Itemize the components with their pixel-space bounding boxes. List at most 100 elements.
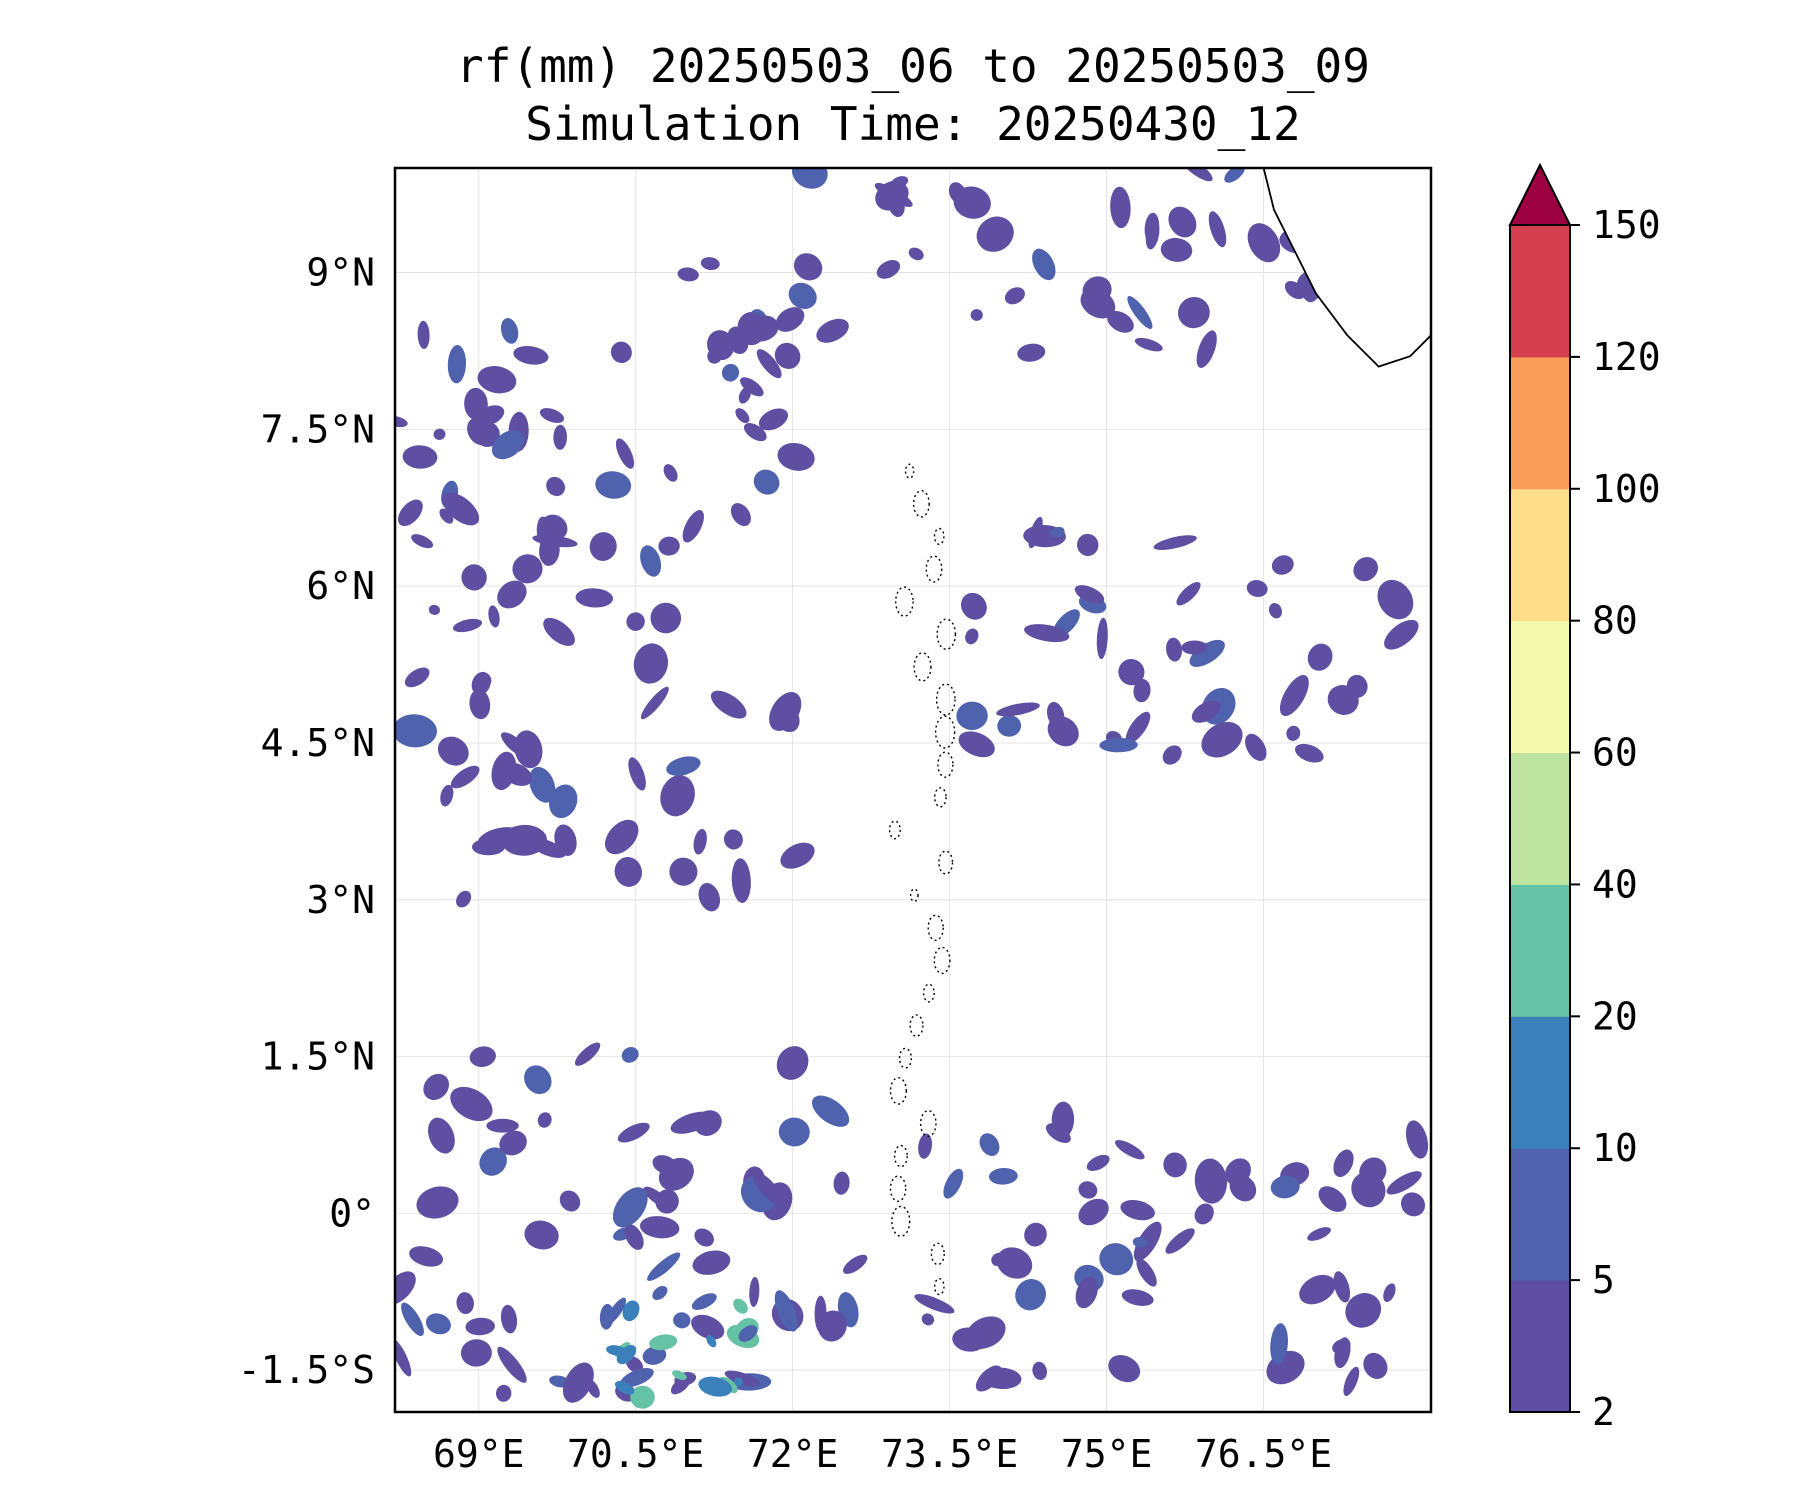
rain-cell [395,714,437,748]
rain-cell [1181,640,1208,655]
rain-cell [471,838,505,856]
colorbar-segment-1 [1510,1148,1570,1281]
rain-cell [965,628,979,645]
rain-cell [404,667,430,688]
atoll-outline [889,1175,907,1202]
rain-cell [1136,1258,1157,1287]
atoll-outline [909,888,919,903]
rain-cell [416,1186,459,1219]
rain-cell [456,1292,474,1315]
rain-cell [731,858,751,903]
rain-cell [461,564,487,591]
rain-cell [672,1370,687,1380]
rain-cell [707,348,723,364]
rain-cell [888,193,905,217]
rain-cell [622,1300,640,1322]
y-tick-label-4: 3°N [306,878,375,922]
land-mask [1263,168,1431,367]
colorbar-label-4: 40 [1592,862,1638,906]
rain-cell [772,701,800,733]
atoll-outline [904,463,915,479]
rain-cell [1050,526,1065,538]
rain-cell [614,856,642,887]
rain-cell [793,253,823,281]
rain-region-west-cluster [395,312,815,912]
rain-cell [1333,1149,1354,1178]
rain-cell [500,732,532,759]
rain-cell [417,320,430,349]
coastline [1262,168,1431,368]
rain-cell [1333,1271,1351,1303]
colorbar-label-3: 20 [1592,994,1638,1038]
rain-cell [604,819,639,855]
rain-cell [643,1186,670,1208]
rain-cell [497,1346,527,1383]
rain-cell [749,1276,760,1307]
rain-cell [1028,516,1043,549]
rainfall-contours [395,168,1429,1409]
rain-cell [1108,1355,1141,1383]
rain-cell [988,1167,1018,1185]
rain-cell [524,1065,552,1095]
atoll-outline [937,751,954,778]
rain-cell [1279,674,1309,717]
rain-cell [440,784,454,807]
rain-cell [753,1172,782,1204]
rain-cell [740,377,764,397]
rain-cell [398,499,423,527]
rain-cell [1176,581,1201,606]
rain-cell [1004,287,1025,305]
x-tick-label-4: 75°E [1061,1432,1153,1476]
colorbar-segment-3 [1510,884,1570,1017]
colorbar-label-6: 80 [1592,599,1638,643]
rain-cell [698,883,721,912]
rain-cell [425,1313,451,1335]
colorbar-frame [1509,224,1571,1413]
rain-cell [706,1335,717,1348]
rain-cell [605,1297,627,1325]
rain-cell [554,824,577,856]
atoll-outline [933,527,945,546]
map-area[interactable] [377,149,1433,1414]
rain-cell [1125,711,1151,744]
rain-cell [700,257,720,271]
rain-cell [1032,248,1056,281]
rain-cell [1046,701,1065,728]
rain-cell [1118,658,1145,686]
rain-cell [965,1316,1006,1349]
colorbar-label-5: 60 [1592,731,1638,775]
rain-cell [653,658,667,675]
rain-cell [1194,1203,1214,1225]
atoll-outline [895,586,914,617]
rain-cell [1201,721,1243,758]
rain-cell [433,428,446,440]
rain-cell [1121,1289,1154,1306]
rain-cell [586,1379,600,1398]
rain-cell [1196,330,1217,369]
rain-cell [816,318,849,343]
rain-cell [1144,212,1160,243]
rain-cell [642,1346,667,1365]
rain-cell [1271,555,1294,575]
atoll-outline [912,489,930,518]
rain-cell [395,1271,416,1305]
atoll-outline [925,555,943,583]
colorbar-segment-7 [1510,356,1570,490]
rain-cell [692,1250,731,1275]
rain-cell [1168,206,1197,238]
rain-cell [756,349,782,379]
rain-cell [1363,1352,1388,1379]
rain-cell [495,1384,512,1402]
rain-cell [411,534,434,549]
rain-cell [1132,1237,1148,1248]
rain-cell [612,1187,648,1228]
rain-cell [500,1304,518,1334]
rain-cell [614,1381,635,1395]
rain-cell [890,176,909,189]
rain-cell [477,366,517,394]
rain-cell [1343,1366,1360,1397]
colorbar-label-9: 150 [1592,203,1661,247]
rain-cell [791,168,828,189]
rain-cell [1015,1279,1046,1311]
rain-cell [777,442,815,471]
